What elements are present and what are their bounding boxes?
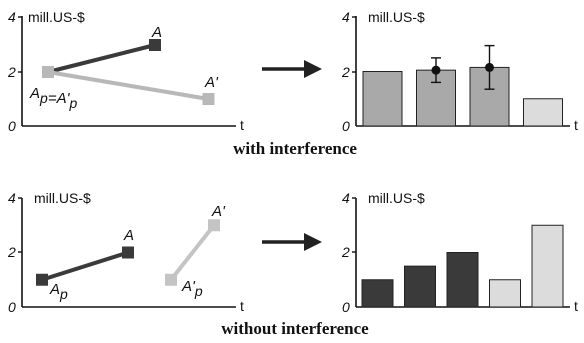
caption-bottom: without interference [221, 319, 369, 338]
panel-top-right: 4 2 0 mill.US-$ t [341, 9, 578, 134]
data-point [165, 273, 177, 286]
mean-point [485, 62, 494, 72]
point-label: A' [204, 74, 219, 91]
y-tick-label-2: 2 [7, 244, 16, 260]
y-tick-label-0: 0 [8, 299, 16, 315]
point-label: Ap=A'p [29, 85, 77, 111]
data-point [42, 66, 54, 78]
series-line-0 [47, 43, 156, 74]
arrow-head [304, 60, 322, 78]
bar [361, 279, 394, 308]
bar [446, 252, 479, 308]
point-label: A'p [181, 278, 203, 299]
y-tick-label-2: 2 [341, 64, 350, 80]
data-point [36, 273, 48, 286]
data-point [149, 39, 161, 51]
y-tick-label-0: 0 [342, 118, 350, 134]
point-label: A [123, 227, 134, 244]
panel-bottom-right: 4 2 0 mill.US-$ t [341, 190, 578, 315]
y-axis-label: mill.US-$ [34, 190, 91, 206]
y-axis-label: mill.US-$ [368, 190, 425, 206]
bar [404, 265, 436, 308]
y-tick-label-4: 4 [342, 190, 350, 206]
y-tick-label-0: 0 [8, 118, 16, 134]
series-group: Ap A A'p A' [36, 203, 226, 302]
panel-bottom-left: 4 2 0 mill.US-$ t Ap A A'p A' [7, 190, 244, 315]
y-tick-label-4: 4 [342, 9, 350, 25]
data-point [208, 219, 220, 232]
bar [523, 98, 563, 127]
point-label: A' [211, 203, 226, 220]
point-label: Ap [49, 281, 68, 302]
y-axis-label: mill.US-$ [368, 9, 425, 25]
arrow-top [262, 60, 322, 78]
data-point [122, 246, 134, 259]
arrow-head [304, 233, 322, 251]
arrow-bottom [262, 233, 322, 251]
bar-group [361, 224, 564, 308]
y-tick-label-4: 4 [8, 9, 16, 25]
y-axis-label: mill.US-$ [28, 9, 85, 25]
y-tick-label-4: 4 [8, 190, 16, 206]
y-tick-label-2: 2 [341, 244, 350, 260]
x-axis-label: t [240, 298, 244, 314]
caption-top: with interference [233, 139, 357, 158]
series-line-0 [41, 250, 129, 282]
x-axis-label: t [574, 117, 578, 133]
data-point [202, 93, 215, 105]
point-label: A [151, 24, 162, 41]
y-tick-label-2: 2 [7, 64, 16, 80]
y-tick-label-0: 0 [342, 299, 350, 315]
x-axis-label: t [240, 117, 244, 133]
bar [489, 279, 521, 308]
x-axis-label: t [574, 298, 578, 314]
series-group: Ap=A'p A A' [29, 24, 219, 111]
series-line-1 [47, 70, 209, 101]
mean-point [431, 65, 441, 75]
bar [362, 71, 403, 127]
bar-group [362, 44, 563, 127]
series-line-1 [169, 224, 216, 281]
panel-top-left: 4 2 0 mill.US-$ t Ap=A'p A A' [7, 9, 244, 134]
bar [531, 224, 564, 308]
